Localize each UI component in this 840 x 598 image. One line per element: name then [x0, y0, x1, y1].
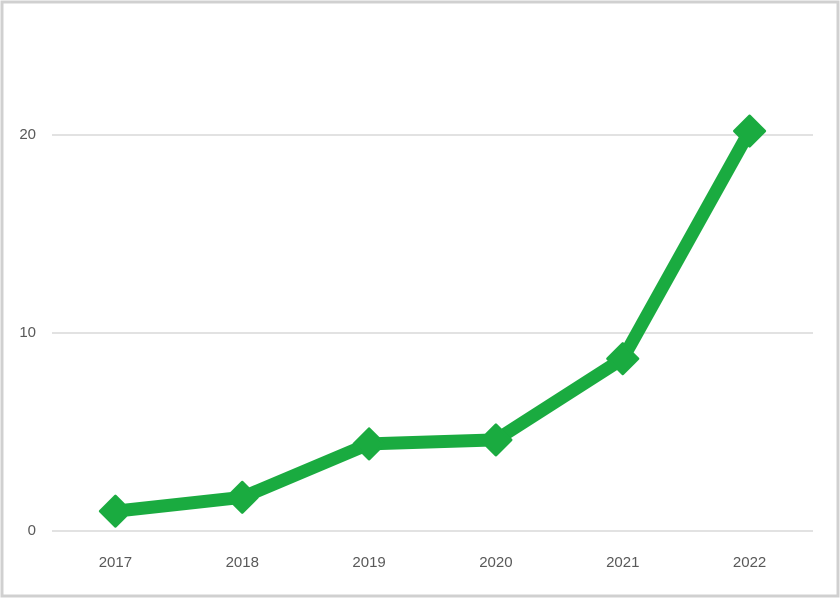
data-marker: [98, 494, 132, 528]
data-marker: [733, 114, 767, 148]
x-tick-label: 2019: [352, 554, 385, 571]
data-marker: [225, 480, 259, 514]
x-tick-label: 2020: [479, 554, 512, 571]
data-marker: [606, 342, 640, 376]
data-line: [108, 124, 757, 518]
x-tick-label: 2021: [606, 554, 639, 571]
y-tick-label: 20: [19, 126, 36, 143]
x-tick-label: 2018: [226, 554, 259, 571]
x-tick-label: 2022: [733, 554, 766, 571]
data-marker: [352, 427, 386, 461]
x-tick-label: 2017: [99, 554, 132, 571]
y-tick-label: 10: [19, 324, 36, 341]
data-marker: [479, 423, 513, 457]
y-tick-label: 0: [28, 522, 36, 539]
